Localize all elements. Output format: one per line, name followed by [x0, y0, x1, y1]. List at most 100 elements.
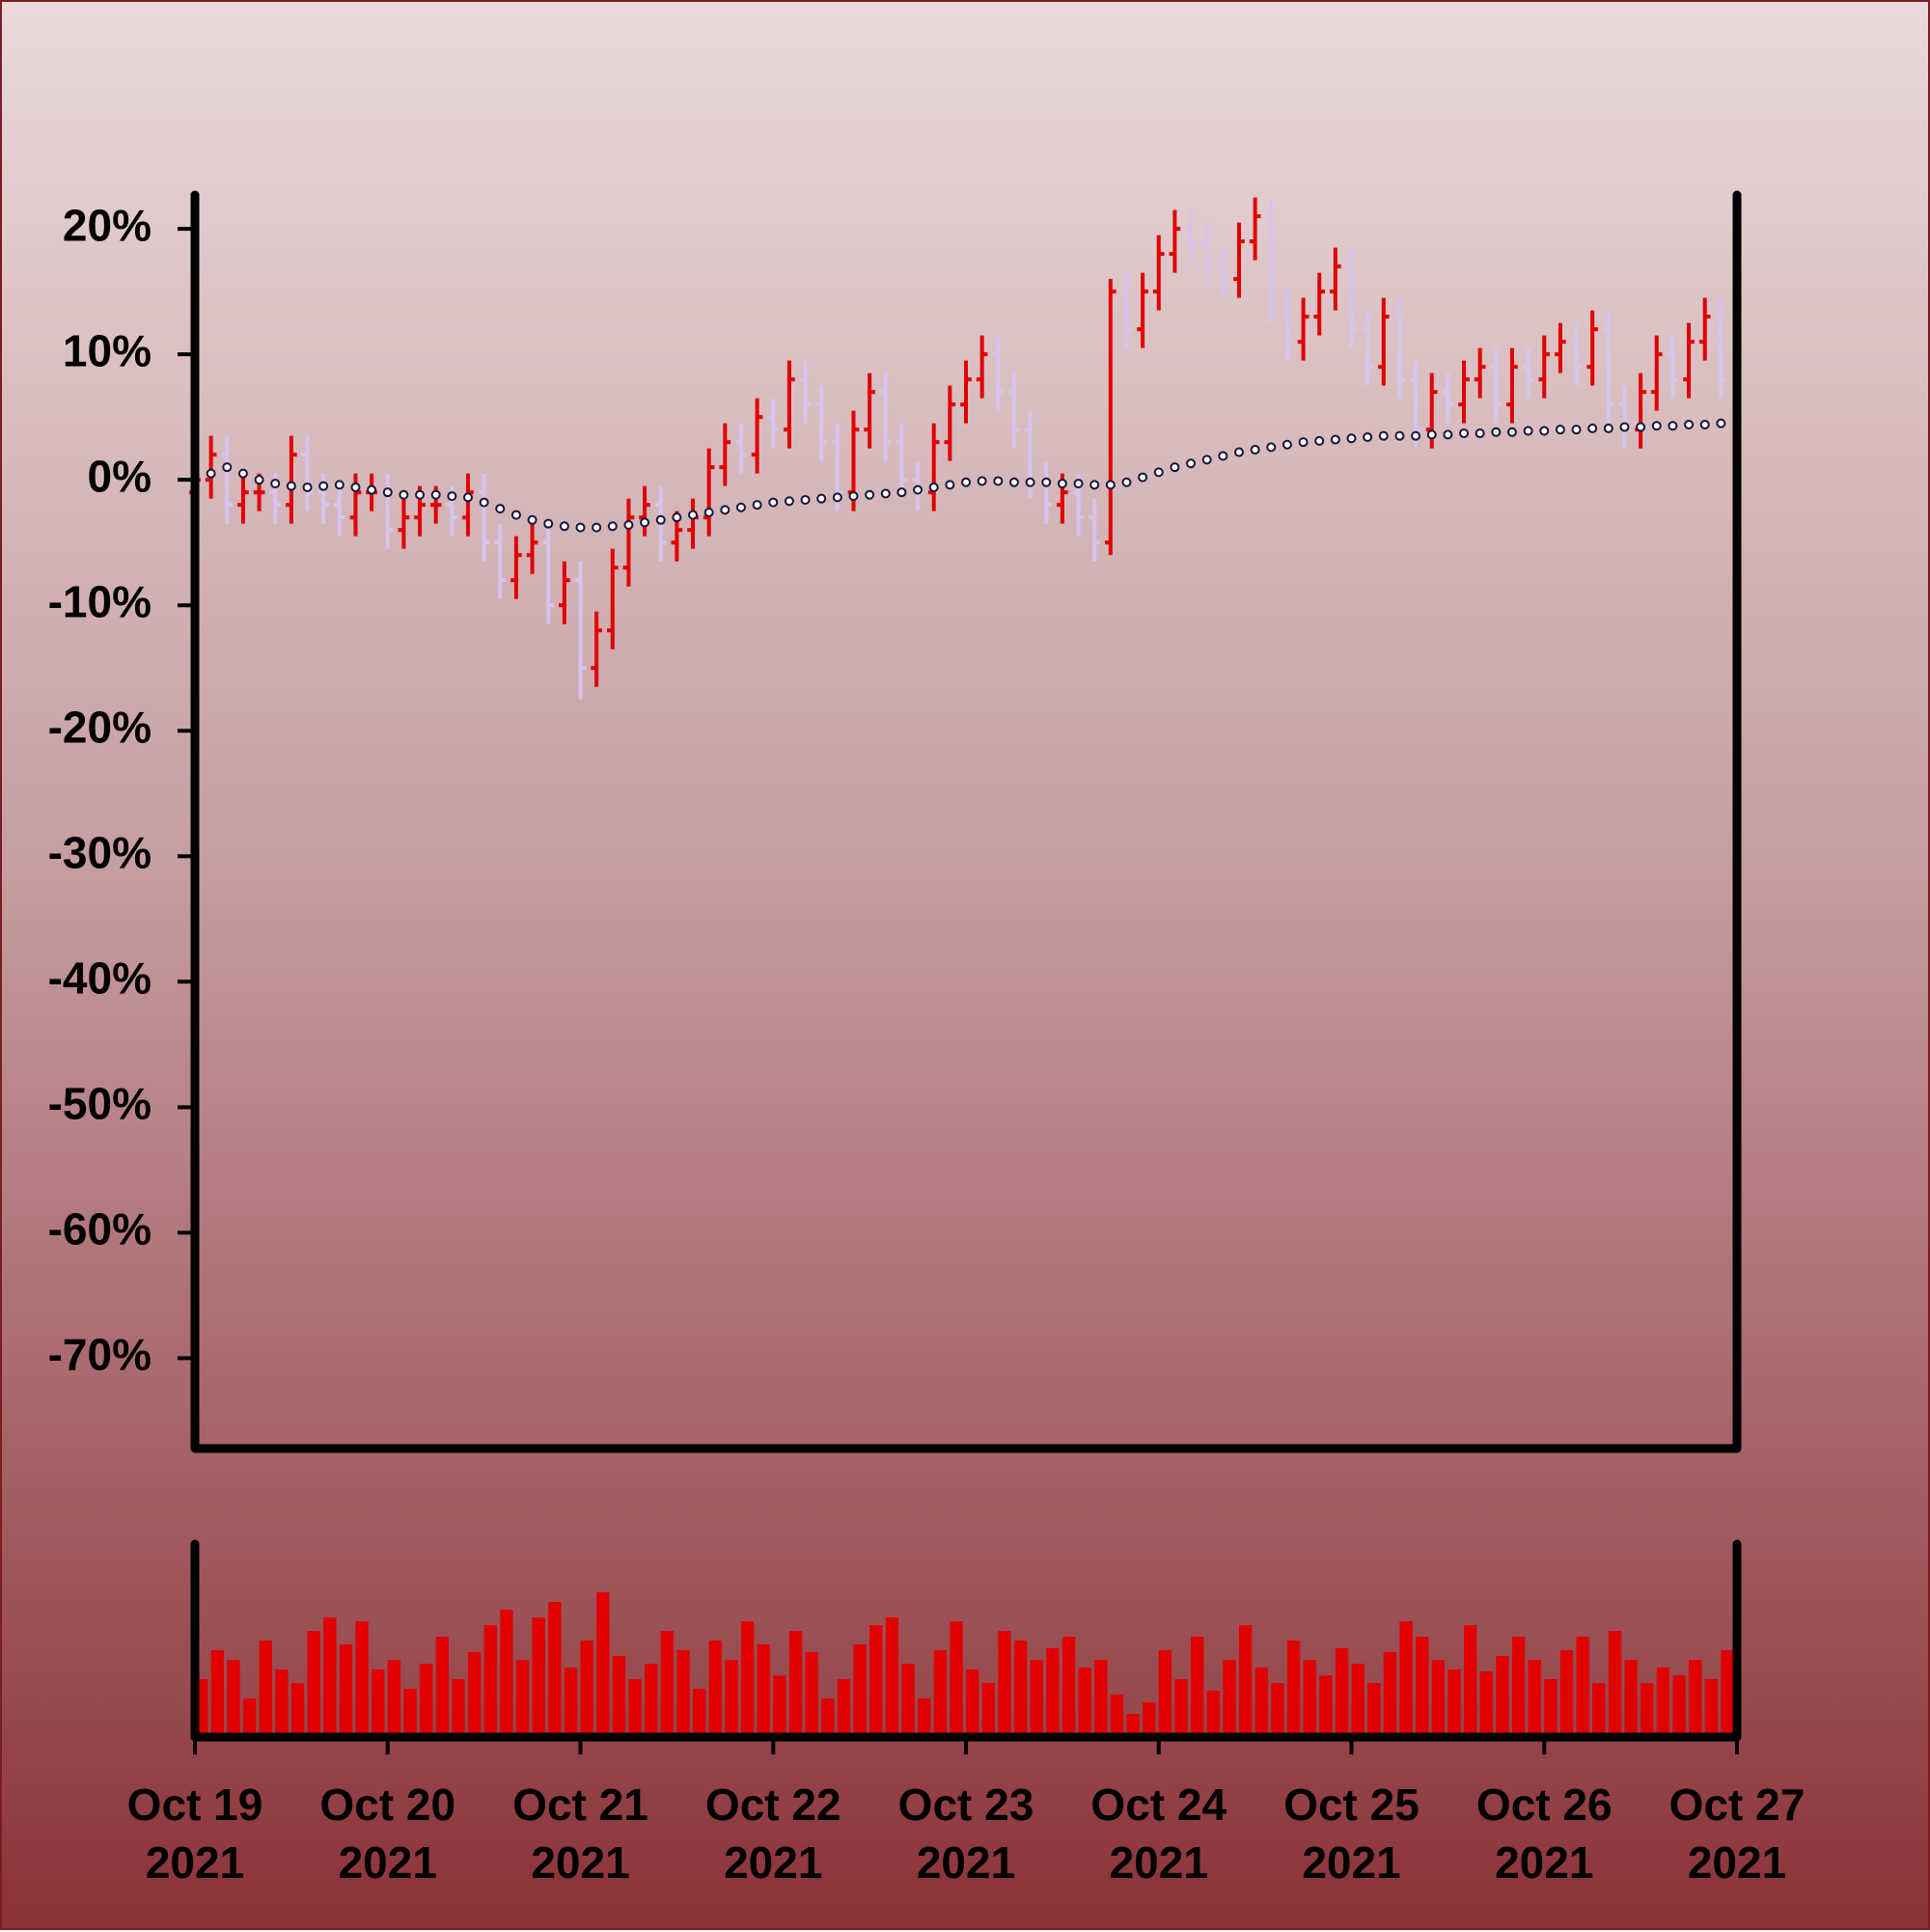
- volume-bar: [1013, 1641, 1028, 1737]
- ma-point: [1571, 425, 1582, 435]
- volume-bar: [1191, 1637, 1204, 1737]
- ma-point: [1603, 423, 1613, 433]
- ma-point: [768, 497, 779, 508]
- ma-point: [816, 493, 827, 504]
- volume-bar: [515, 1660, 530, 1737]
- ma-point: [1394, 430, 1405, 441]
- ma-point: [1475, 428, 1485, 439]
- volume-bar: [725, 1660, 738, 1737]
- volume-bar: [773, 1675, 786, 1737]
- volume-bar: [1448, 1670, 1461, 1737]
- x-tick-label: Oct 25 2021: [1283, 1780, 1420, 1888]
- y-tick-label: -40%: [48, 952, 152, 1003]
- ma-point: [752, 500, 762, 511]
- ma-point: [575, 522, 586, 533]
- volume-bar: [323, 1617, 337, 1737]
- y-tick-label: -30%: [48, 827, 152, 877]
- ma-point: [318, 481, 329, 491]
- ma-point: [1636, 422, 1646, 432]
- ma-point: [1314, 435, 1325, 446]
- volume-bar: [307, 1631, 320, 1737]
- volume-bar: [1431, 1660, 1446, 1737]
- y-tick-label: -70%: [48, 1330, 152, 1380]
- volume-bar: [1046, 1648, 1060, 1737]
- volume-bar: [612, 1656, 626, 1737]
- y-tick-label: 0%: [88, 451, 152, 501]
- ma-point: [1233, 447, 1244, 457]
- volume-bar: [1062, 1637, 1076, 1737]
- volume-bar: [1640, 1683, 1654, 1737]
- volume-bar: [1223, 1660, 1236, 1737]
- volume-bar: [693, 1689, 706, 1737]
- volume-bar: [1528, 1660, 1541, 1737]
- ma-point: [334, 480, 345, 490]
- ma-point: [302, 482, 313, 492]
- volume-bar: [788, 1631, 803, 1737]
- x-tick-label: Oct 20 2021: [319, 1780, 456, 1888]
- x-tick-label: Oct 24 2021: [1090, 1780, 1227, 1888]
- ma-point: [1506, 427, 1517, 437]
- volume-bar: [660, 1631, 675, 1737]
- volume-bar: [740, 1621, 755, 1737]
- ma-point: [1186, 458, 1197, 469]
- ma-point: [1025, 477, 1035, 487]
- y-tick-label: -20%: [48, 702, 152, 752]
- ma-point: [286, 481, 296, 491]
- ma-point: [848, 491, 859, 502]
- ma-point: [479, 497, 489, 508]
- volume-bar: [1416, 1637, 1429, 1737]
- ma-point: [1089, 480, 1100, 490]
- volume-bar: [387, 1660, 401, 1737]
- ma-point: [1121, 477, 1132, 487]
- volume-bar: [1143, 1702, 1156, 1737]
- x-tick-label: Oct 22 2021: [704, 1780, 841, 1888]
- volume-bar: [1238, 1625, 1253, 1737]
- ma-point: [1459, 428, 1470, 439]
- ma-point: [254, 475, 264, 485]
- ma-point: [655, 514, 666, 525]
- volume-bar: [1303, 1660, 1316, 1737]
- volume-bar: [645, 1664, 658, 1737]
- volume-bar: [1030, 1660, 1043, 1737]
- volume-bar: [1286, 1641, 1301, 1737]
- volume-bar: [628, 1679, 642, 1737]
- ma-point: [800, 494, 811, 505]
- ma-point: [350, 482, 361, 492]
- axis-frame: [190, 1539, 1742, 1742]
- ma-point: [399, 489, 409, 500]
- volume-bar: [837, 1679, 851, 1737]
- ma-point: [462, 492, 473, 503]
- volume-bar: [483, 1625, 497, 1737]
- ma-point: [735, 502, 746, 512]
- ma-point: [720, 505, 731, 515]
- volume-bar: [1126, 1714, 1140, 1737]
- volume-bar: [1383, 1652, 1397, 1737]
- volume-bar: [1496, 1656, 1509, 1737]
- ma-point: [703, 507, 714, 517]
- volume-bar: [548, 1602, 562, 1737]
- volume-bar: [1608, 1631, 1622, 1737]
- ma-point: [206, 468, 216, 479]
- volume-bar: [403, 1689, 417, 1737]
- ma-point: [415, 489, 426, 500]
- volume-bar: [467, 1652, 482, 1737]
- ma-point: [1138, 472, 1148, 483]
- volume-bar: [372, 1670, 385, 1737]
- x-tick-label: Oct 19 2021: [126, 1780, 263, 1888]
- ma-point: [896, 487, 907, 498]
- x-tick-label: Oct 27 2021: [1668, 1780, 1806, 1888]
- ma-point: [1057, 479, 1067, 489]
- volume-bar: [933, 1650, 948, 1737]
- volume-bar: [452, 1679, 465, 1737]
- volume-bar: [1110, 1695, 1124, 1737]
- volume-bar: [1174, 1679, 1188, 1737]
- ma-point: [945, 480, 955, 490]
- ma-point: [367, 484, 377, 495]
- volume-bar: [966, 1670, 979, 1737]
- volume-bar: [1464, 1625, 1477, 1737]
- y-tick-label: 20%: [63, 200, 152, 250]
- ma-point: [607, 521, 618, 532]
- volume-bar: [227, 1660, 240, 1737]
- volume-bar: [1319, 1675, 1333, 1737]
